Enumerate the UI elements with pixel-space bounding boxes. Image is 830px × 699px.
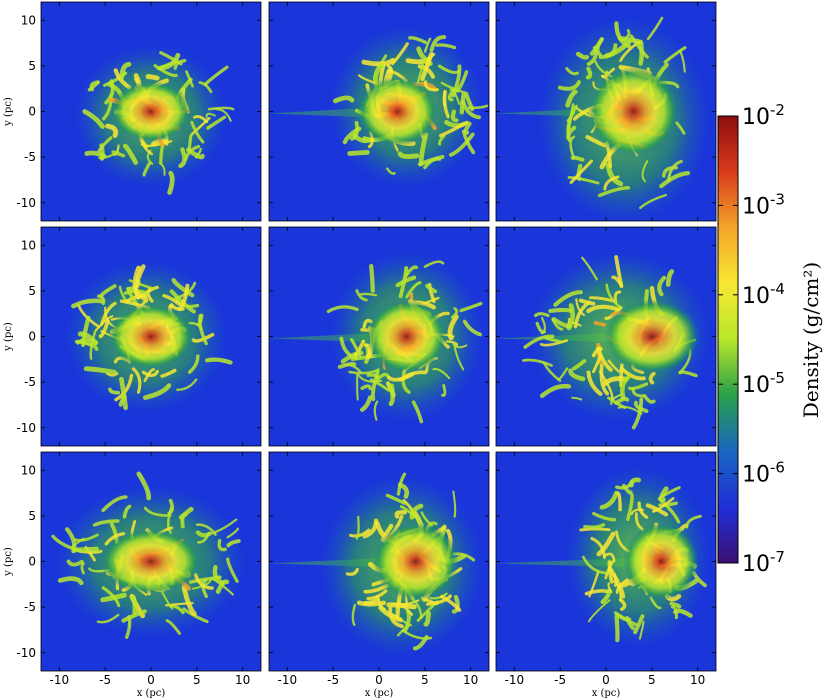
x-tick-label: -5 [554,673,566,687]
x-tick-label: 0 [147,673,155,687]
axes-0-0: -10 -5 0 5 10 y (pc) [3,2,261,221]
x-tick-label: 10 [235,673,250,687]
x-tick-label: -5 [327,673,339,687]
axes-0-2 [496,2,716,221]
x-tick-label: -10 [50,673,70,687]
colorbar-tick-label: 10-2 [742,101,785,130]
panel-2-2 [495,451,717,672]
colorbar-tick-label: 10-5 [742,369,785,398]
y-tick-label: 5 [28,284,36,298]
cloud-core [623,522,699,601]
x-tick-label: -10 [505,673,525,687]
cloud-core [108,303,194,370]
axes-1-0: -10 -5 0 5 10 y (pc) [3,227,261,446]
y-tick-label: -5 [24,150,36,164]
x-tick-label: 5 [421,673,429,687]
x-axis-label: x (pc) [365,688,394,699]
y-tick-label: -10 [16,646,36,660]
cloud-filaments [522,255,698,430]
cloud-core [588,66,679,157]
colorbar-label: Density (g/cm²) [799,262,823,418]
panel-2-1 [268,451,490,672]
colorbar: 10-7 10-6 10-5 10-4 10-3 10-2 Density (g/cm²) [717,101,823,577]
panel-2-0 [40,451,262,672]
y-tick-label: 10 [21,463,36,477]
cloud-core [100,528,202,595]
colorbar-tick-label: 10-7 [742,548,785,577]
y-tick-label: -10 [16,196,36,210]
x-tick-label: 0 [375,673,383,687]
colorbar-tick-label: 10-4 [742,280,785,309]
y-axis-label: y (pc) [3,547,14,577]
colorbar-tick-label: 10-6 [742,459,785,488]
panel-grid [40,1,717,672]
axes-2-2: -10 -5 0 5 10 x (pc) [496,452,716,699]
cloud-core [357,76,438,147]
cloud-core [603,299,700,374]
y-axis-label: y (pc) [3,322,14,352]
x-axis-label: x (pc) [137,688,166,699]
y-tick-label: 0 [28,555,36,569]
y-tick-label: 5 [28,509,36,523]
y-tick-label: 5 [28,59,36,73]
cloud-core [366,299,447,374]
x-tick-label: -5 [99,673,111,687]
panel-1-1 [268,226,490,447]
y-tick-label: 0 [28,330,36,344]
y-tick-label: 10 [21,238,36,252]
cloud-core [372,522,459,601]
y-tick-label: 10 [21,13,36,27]
cloud-core [110,80,192,143]
axes-1-1 [269,227,489,446]
axes-2-0: -10 -5 0 5 10 y (pc) -10 -5 0 5 10 x (pc) [3,452,261,699]
y-axis-label: y (pc) [3,97,14,127]
x-tick-label: 0 [602,673,610,687]
axes-layer: -10 -5 0 5 10 y (pc) -10 -5 0 5 10 y (pc) -10 -5 0 5 10 y… [3,2,716,699]
y-tick-label: -10 [16,421,36,435]
y-tick-label: -5 [24,600,36,614]
panel-0-0 [40,1,262,222]
x-tick-label: 5 [193,673,201,687]
axes-2-1: -10 -5 0 5 10 x (pc) [269,452,489,699]
panel-1-2 [495,226,717,447]
y-tick-label: 0 [28,105,36,119]
panel-1-0 [40,226,262,447]
y-tick-label: -5 [24,375,36,389]
x-axis-label: x (pc) [592,688,621,699]
x-tick-label: -10 [278,673,298,687]
panel-0-1 [268,1,490,222]
panel-0-2 [495,1,717,222]
x-tick-label: 10 [690,673,705,687]
axes-0-1 [269,2,489,221]
axes-1-2 [496,227,716,446]
colorbar-bar [717,115,739,564]
x-tick-label: 10 [463,673,478,687]
colorbar-tick-label: 10-3 [742,190,785,219]
x-tick-label: 5 [648,673,656,687]
colorbar-ticks: 10-7 10-6 10-5 10-4 10-3 10-2 [718,101,785,577]
